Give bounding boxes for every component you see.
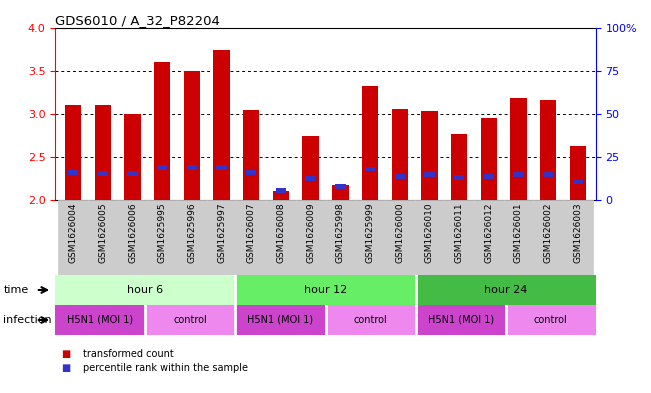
Text: GSM1626002: GSM1626002 [544, 202, 553, 263]
Bar [68, 170, 78, 175]
Text: GSM1626003: GSM1626003 [574, 202, 583, 263]
Bar [504, 200, 533, 275]
Text: GSM1626006: GSM1626006 [128, 202, 137, 263]
Bar [246, 170, 256, 175]
Bar [94, 105, 111, 200]
Bar [124, 114, 141, 200]
Bar [570, 146, 586, 200]
Text: GSM1626001: GSM1626001 [514, 202, 523, 263]
Bar [533, 200, 563, 275]
Bar [187, 165, 197, 170]
Bar [296, 200, 326, 275]
Text: control: control [353, 315, 387, 325]
Bar [145, 305, 236, 335]
Bar [243, 110, 260, 200]
Bar [540, 100, 557, 200]
Text: control: control [534, 315, 568, 325]
Text: H5N1 (MOI 1): H5N1 (MOI 1) [67, 315, 133, 325]
Text: hour 6: hour 6 [128, 285, 163, 295]
Bar [480, 118, 497, 200]
Bar [415, 275, 596, 305]
Text: GSM1626005: GSM1626005 [98, 202, 107, 263]
Text: ■: ■ [62, 363, 74, 373]
Bar [236, 305, 326, 335]
Text: hour 24: hour 24 [484, 285, 527, 295]
Bar [184, 71, 200, 200]
Bar [55, 305, 145, 335]
Bar [276, 188, 286, 193]
Text: ■: ■ [62, 349, 74, 359]
Bar [563, 200, 592, 275]
Bar [147, 200, 177, 275]
Text: control: control [174, 315, 207, 325]
Bar [266, 200, 296, 275]
Text: GSM1626004: GSM1626004 [68, 202, 77, 263]
Bar [118, 200, 147, 275]
Bar [424, 172, 435, 176]
Bar [474, 200, 504, 275]
Text: GSM1626007: GSM1626007 [247, 202, 256, 263]
Bar [214, 50, 230, 200]
Text: GSM1625999: GSM1625999 [365, 202, 374, 263]
Bar [543, 172, 553, 176]
Bar [365, 167, 375, 171]
Text: time: time [3, 285, 29, 295]
Text: GSM1625997: GSM1625997 [217, 202, 226, 263]
Bar [236, 275, 415, 305]
Bar [451, 134, 467, 200]
Bar [444, 200, 474, 275]
Bar [273, 191, 289, 200]
Text: GSM1626008: GSM1626008 [277, 202, 286, 263]
Bar [98, 171, 108, 176]
Text: GSM1626011: GSM1626011 [454, 202, 464, 263]
Bar [415, 305, 506, 335]
Text: GDS6010 / A_32_P82204: GDS6010 / A_32_P82204 [55, 14, 220, 27]
Bar [484, 174, 494, 179]
Text: GSM1625996: GSM1625996 [187, 202, 197, 263]
Text: percentile rank within the sample: percentile rank within the sample [83, 363, 247, 373]
Bar [305, 176, 316, 181]
Bar [355, 200, 385, 275]
Text: GSM1626012: GSM1626012 [484, 202, 493, 263]
Bar [157, 165, 167, 170]
Bar [236, 200, 266, 275]
Text: GSM1626000: GSM1626000 [395, 202, 404, 263]
Bar [303, 136, 319, 200]
Bar [65, 105, 81, 200]
Bar [506, 305, 596, 335]
Bar [207, 200, 236, 275]
Bar [391, 109, 408, 200]
Text: hour 12: hour 12 [304, 285, 347, 295]
Bar [513, 172, 523, 176]
Bar [510, 97, 527, 200]
Text: transformed count: transformed count [83, 349, 173, 359]
Bar [335, 184, 346, 189]
Bar [88, 200, 118, 275]
Text: GSM1625998: GSM1625998 [336, 202, 345, 263]
Bar [177, 200, 207, 275]
Bar [421, 110, 437, 200]
Text: GSM1625995: GSM1625995 [158, 202, 167, 263]
Bar [395, 174, 405, 179]
Bar [326, 305, 415, 335]
Text: infection: infection [3, 315, 52, 325]
Bar [332, 185, 348, 200]
Text: H5N1 (MOI 1): H5N1 (MOI 1) [247, 315, 314, 325]
Text: GSM1626010: GSM1626010 [425, 202, 434, 263]
Bar [573, 180, 583, 184]
Bar [326, 200, 355, 275]
Bar [128, 171, 138, 176]
Bar [362, 86, 378, 200]
Text: H5N1 (MOI 1): H5N1 (MOI 1) [428, 315, 493, 325]
Bar [59, 200, 88, 275]
Text: GSM1626009: GSM1626009 [306, 202, 315, 263]
Bar [55, 275, 236, 305]
Bar [415, 200, 444, 275]
Bar [154, 62, 171, 200]
Bar [454, 175, 464, 180]
Bar [216, 165, 227, 170]
Bar [385, 200, 415, 275]
